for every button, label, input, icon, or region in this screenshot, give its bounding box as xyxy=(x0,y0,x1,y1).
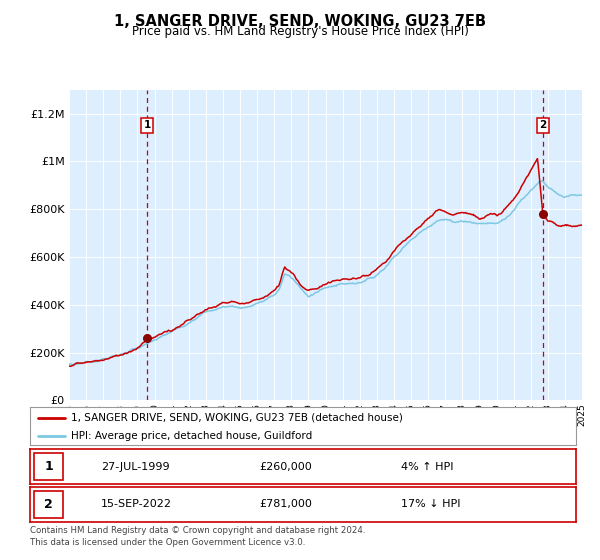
Text: 2: 2 xyxy=(539,120,547,130)
Text: 1, SANGER DRIVE, SEND, WOKING, GU23 7EB: 1, SANGER DRIVE, SEND, WOKING, GU23 7EB xyxy=(114,14,486,29)
Text: 15-SEP-2022: 15-SEP-2022 xyxy=(101,500,172,509)
Text: Contains HM Land Registry data © Crown copyright and database right 2024.
This d: Contains HM Land Registry data © Crown c… xyxy=(30,526,365,547)
Text: Price paid vs. HM Land Registry's House Price Index (HPI): Price paid vs. HM Land Registry's House … xyxy=(131,25,469,38)
Text: 1, SANGER DRIVE, SEND, WOKING, GU23 7EB (detached house): 1, SANGER DRIVE, SEND, WOKING, GU23 7EB … xyxy=(71,413,403,423)
Text: 1: 1 xyxy=(143,120,151,130)
Text: 2: 2 xyxy=(44,498,53,511)
Text: £781,000: £781,000 xyxy=(259,500,312,509)
Text: HPI: Average price, detached house, Guildford: HPI: Average price, detached house, Guil… xyxy=(71,431,312,441)
Text: 1: 1 xyxy=(44,460,53,473)
Text: 4% ↑ HPI: 4% ↑ HPI xyxy=(401,462,454,472)
Text: 17% ↓ HPI: 17% ↓ HPI xyxy=(401,500,461,509)
Text: £260,000: £260,000 xyxy=(259,462,312,472)
Text: 27-JUL-1999: 27-JUL-1999 xyxy=(101,462,170,472)
FancyBboxPatch shape xyxy=(34,454,63,480)
FancyBboxPatch shape xyxy=(34,491,63,517)
